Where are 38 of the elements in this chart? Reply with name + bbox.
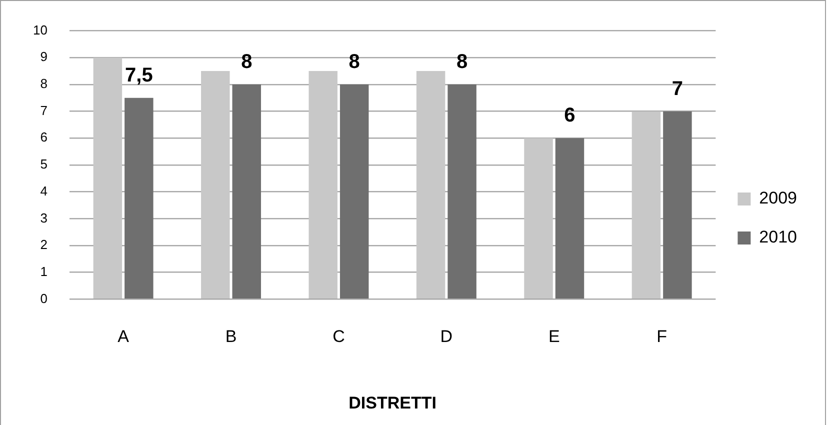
bar [632,111,661,299]
x-tick-label: E [548,327,560,346]
data-label: 8 [348,50,360,73]
y-tick-label: 3 [40,210,48,226]
bar [340,84,369,299]
x-tick-label: D [440,327,453,346]
bar [555,138,584,299]
bar [416,71,446,299]
bar [524,138,553,299]
data-label: 7,5 [125,64,153,86]
x-tick-label: C [332,327,345,346]
bar [201,71,230,299]
bar [93,58,122,299]
data-label: 6 [564,104,576,127]
x-axis-title: DISTRETTI [348,393,436,412]
data-label: 8 [241,50,252,73]
legend-label: 2010 [759,228,798,247]
y-tick-label: 2 [40,237,48,252]
bar [124,98,154,299]
x-tick-label: A [118,327,130,346]
x-tick-label: F [656,327,668,346]
legend-label: 2009 [759,188,798,208]
y-tick-label: 5 [40,156,48,172]
y-tick-label: 7 [40,102,48,118]
bar [663,111,692,299]
y-tick-label: 4 [40,183,48,198]
bar [232,84,261,299]
x-tick-label: B [225,327,237,346]
y-tick-label: 1 [40,264,48,279]
y-tick-label: 6 [40,130,48,145]
data-label: 7 [672,78,684,100]
y-tick-label: 0 [40,290,48,306]
bar [448,84,476,299]
y-tick-label: 10 [32,22,48,38]
bar [308,71,338,299]
y-tick-label: 9 [40,49,48,64]
data-label: 8 [456,50,468,73]
y-tick-label: 8 [40,76,48,92]
